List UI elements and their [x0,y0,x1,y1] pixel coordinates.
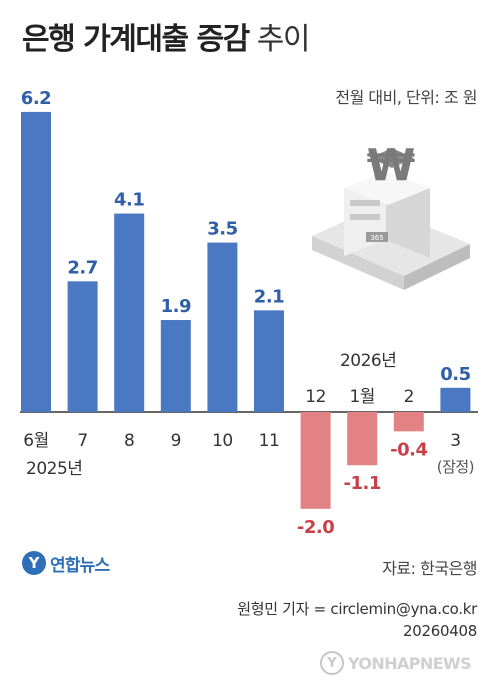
reporter-credit: 원형민 기자 = circlemin@yna.co.kr [237,600,477,618]
bar-7 [347,412,378,466]
category-label-6: 12 [305,387,326,407]
bar-1 [67,281,98,412]
value-label-8: -0.4 [390,439,427,460]
bar-4 [207,242,238,412]
yonhap-logo-text: 연합뉴스 [50,555,110,576]
credit-block: 원형민 기자 = circlemin@yna.co.kr 20260408 [237,598,477,642]
date-code: 20260408 [403,622,477,640]
category-label-4: 10 [212,431,233,451]
category-label-1: 7 [77,431,87,451]
yonhap-logo: Y 연합뉴스 [22,548,110,578]
value-label-9: 0.5 [440,364,470,385]
bar-5 [254,310,284,412]
bar-8 [393,412,424,432]
chart-title-bold: 은행 가계대출 증감 [22,22,250,57]
value-label-2: 4.1 [114,190,144,211]
category-label-3: 9 [171,431,181,451]
data-source: 자료: 한국은행 [382,559,477,578]
watermark-text: YONHAPNEWS [348,653,472,673]
chart-title: 은행 가계대출 증감 추이 [22,14,311,58]
value-label-4: 3.5 [207,219,237,240]
value-label-3: 1.9 [161,296,191,317]
category-label-9: 3 [450,431,460,451]
chart-title-light: 추이 [256,22,311,57]
won-sign: ₩ [367,140,416,191]
category-label-2: 8 [124,431,134,451]
value-label-0: 6.2 [21,88,51,109]
category-label-7: 1월 [349,387,374,407]
category-label-0: 6월 [23,431,48,451]
value-label-1: 2.7 [67,257,97,278]
yonhap-logo-icon: Y [22,551,46,575]
bar-9 [440,387,471,412]
value-label-5: 2.1 [254,286,284,307]
bank-building-won-icon: 365 ₩ [312,140,470,290]
year-label-1: 2026년 [340,351,396,371]
bar-0 [21,111,51,413]
yonhapnews-watermark: Y YONHAPNEWS [320,648,472,678]
unit-note: 전월 대비, 단위: 조 원 [335,88,477,107]
category-label-5: 11 [259,431,280,451]
door-sign: 365 [370,234,383,242]
bar-2 [114,213,145,412]
category-label-8: 2 [404,387,414,407]
bar-6 [300,412,331,509]
bar-3 [160,320,191,412]
value-label-6: -2.0 [297,517,334,538]
watermark-icon: Y [320,651,344,675]
value-label-7: -1.1 [344,473,381,494]
annotation-0: (잠정) [437,458,474,476]
year-label-0: 2025년 [26,459,82,479]
